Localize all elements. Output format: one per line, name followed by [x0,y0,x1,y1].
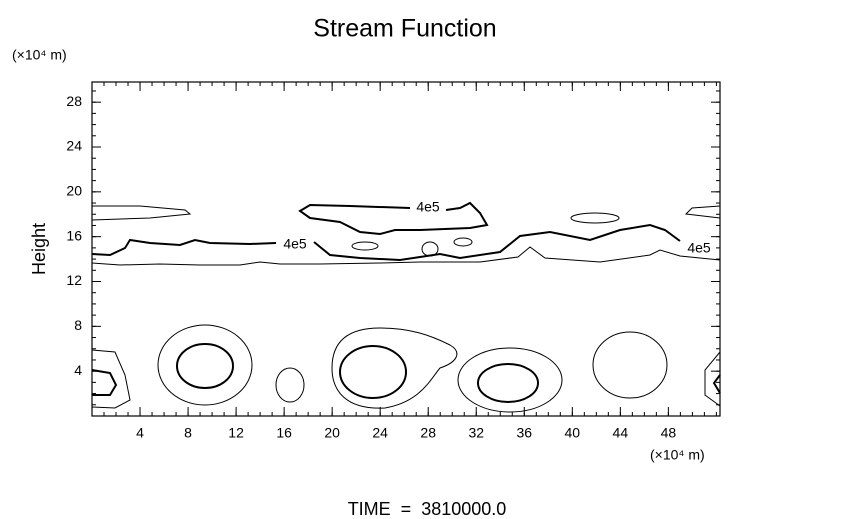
contour [684,205,721,219]
contour [477,363,539,403]
x-tick-label: 8 [184,425,192,441]
x-tick-label: 40 [565,425,581,441]
contour [91,369,118,396]
contour [91,246,721,266]
x-tick-label: 44 [613,425,629,441]
y-tick-label: 12 [66,272,82,288]
contour [592,331,668,399]
y-tick-label: 16 [66,227,82,243]
x-tick-label: 36 [516,425,532,441]
contour-label: 4e5 [416,199,440,215]
y-tick-label: 28 [66,93,82,109]
contour [176,343,234,389]
footer: TIME = 3810000.0 [348,499,507,519]
y-axis-label: Height [29,223,49,275]
y-tick-label: 20 [66,183,82,199]
x-tick-label: 16 [276,425,292,441]
contour [351,241,379,251]
contour-label: 4e5 [687,240,711,256]
contour [157,324,253,406]
y-tick-label: 8 [74,317,82,333]
x-tick-label: 20 [324,425,340,441]
contours [91,201,721,413]
x-tick-label: 4 [136,425,144,441]
contour [453,237,473,247]
chart-title: Stream Function [313,15,496,43]
y-tick-label: 24 [66,138,82,154]
x-unit: (×10⁴ m) [650,447,705,463]
contour [421,241,439,257]
x-tick-label: 12 [228,425,244,441]
contour [91,349,131,409]
contour [275,367,305,403]
contour [457,347,563,413]
contour [570,212,620,224]
contour [91,238,277,257]
x-tick-label: 28 [420,425,436,441]
contour [298,201,489,236]
plot-frame [91,81,721,417]
contour [313,223,681,262]
x-tick-label: 24 [372,425,388,441]
x-tick-label: 48 [661,425,677,441]
contour [704,351,721,407]
contour [712,374,721,394]
contour [339,345,407,399]
contour-label: 4e5 [283,236,307,252]
x-tick-label: 32 [468,425,484,441]
contour [91,205,192,221]
y-unit: (×10⁴ m) [12,47,67,63]
contour [331,327,458,409]
y-tick-label: 4 [74,362,82,378]
